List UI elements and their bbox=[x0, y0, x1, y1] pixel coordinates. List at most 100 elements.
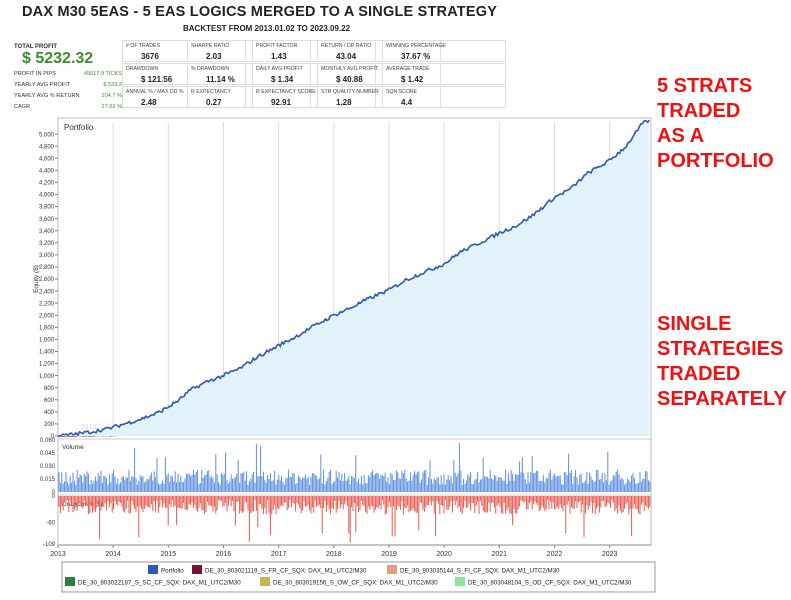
y-tick-label: 3,200 bbox=[39, 241, 55, 247]
stat-cell: R EXPECTANCY 0.27 bbox=[187, 86, 311, 108]
stat-label: SQN SCORE bbox=[386, 89, 418, 95]
stat-cell: SHARPE RATIO 2.03 bbox=[187, 40, 311, 62]
stat-label: PROFIT FACTOR bbox=[256, 43, 298, 49]
legend-entry: DE_30_803022187_S_SC_CF_SQX: DAX_M1_UTC2… bbox=[78, 580, 241, 587]
stat-value: $ 1.42 bbox=[401, 75, 424, 84]
legend-box bbox=[61, 561, 656, 593]
x-tick-label: 2023 bbox=[602, 551, 618, 558]
stat-value: 2.48 bbox=[141, 98, 157, 107]
summary-row-label: PROFIT IN PIPS bbox=[14, 71, 56, 77]
stat-cell: STR QUALITY NUMBER 1.28 bbox=[317, 86, 441, 108]
drawdown-bars bbox=[58, 496, 651, 543]
volume-tick-label: 0.015 bbox=[40, 477, 56, 483]
drawdown-tick-label: -109 bbox=[43, 542, 56, 548]
drawdown-label: Drawdown ($) bbox=[62, 501, 102, 508]
stat-label: R EXPECTANCY SCORE bbox=[256, 89, 316, 95]
stat-label: MONTHLY AVG PROFIT bbox=[321, 66, 379, 72]
stat-value: 11.14 % bbox=[206, 75, 235, 84]
stat-value: 2.03 bbox=[206, 52, 222, 61]
total-profit-label: TOTAL PROFIT bbox=[14, 44, 57, 50]
stat-value: 4.4 bbox=[401, 98, 413, 107]
summary-row: YEARLY AVG % RETURN 104.7 % bbox=[14, 93, 122, 99]
x-tick-label: 2014 bbox=[105, 551, 121, 558]
y-tick-label: 4,600 bbox=[39, 156, 55, 162]
page-title: DAX M30 5EAS - 5 EAS LOGICS MERGED TO A … bbox=[22, 4, 498, 20]
x-tick-label: 2016 bbox=[216, 551, 232, 558]
y-tick-label: 3,400 bbox=[39, 229, 55, 235]
volume-tick-label: 0 bbox=[52, 490, 56, 496]
y-tick-label: 1,000 bbox=[39, 374, 55, 380]
stat-value: $ 1.34 bbox=[271, 75, 294, 84]
y-tick-label: 2,200 bbox=[39, 301, 55, 307]
stat-cell: DAILY AVG PROFIT $ 1.34 bbox=[252, 63, 376, 85]
summary-row-label: CAGR bbox=[14, 104, 31, 110]
stat-label: DRAWDOWN bbox=[126, 66, 159, 72]
stat-label: DAILY AVG PROFIT bbox=[256, 66, 303, 72]
x-tick-label: 2022 bbox=[547, 551, 563, 558]
summary-row-value: 104.7 % bbox=[101, 93, 122, 99]
y-tick-label: 1,600 bbox=[39, 338, 55, 344]
volume-tick-label: 0.060 bbox=[40, 438, 56, 444]
stat-label: AVERAGE TRADE bbox=[386, 66, 430, 72]
y-tick-label: 4,000 bbox=[39, 193, 55, 199]
y-tick-label: 2,600 bbox=[39, 277, 55, 283]
stat-label: R EXPECTANCY bbox=[191, 89, 231, 95]
legend-entry: DE_30_803035144_S_FI_CF_SQX: DAX_M1_UTC2… bbox=[400, 568, 560, 575]
y-tick-label: 4,400 bbox=[39, 169, 55, 175]
stat-value: 3676 bbox=[141, 52, 159, 61]
annotation-line: SINGLE bbox=[657, 313, 732, 335]
summary-row: YEARLY AVG PROFIT $ 523.2 bbox=[14, 82, 122, 88]
year-watermark: 2013 bbox=[81, 424, 97, 431]
annotation-line: AS A bbox=[657, 125, 705, 147]
stat-cell: R EXPECTANCY SCORE 92.91 bbox=[252, 86, 376, 108]
stat-cell: AVERAGE TRADE $ 1.42 bbox=[382, 63, 506, 85]
stat-label: STR QUALITY NUMBER bbox=[321, 89, 379, 95]
legend-swatch bbox=[65, 577, 75, 586]
stat-cell: PROFIT FACTOR 1.43 bbox=[252, 40, 376, 62]
stat-value: 1.28 bbox=[336, 98, 352, 107]
summary-row-label: YEARLY AVG PROFIT bbox=[14, 82, 71, 88]
portfolio-area bbox=[58, 120, 650, 436]
annotation-line: 5 STRATS bbox=[657, 75, 753, 97]
stat-label: WINNING PERCENTAGE bbox=[386, 43, 446, 49]
y-axis-label: Equity ($) bbox=[33, 265, 40, 293]
x-tick-label: 2018 bbox=[326, 551, 342, 558]
stat-label: % DRAWDOWN bbox=[191, 66, 230, 72]
stat-value: 1.43 bbox=[271, 52, 287, 61]
y-tick-label: 2,400 bbox=[39, 289, 55, 295]
summary-row-value: $ 523.2 bbox=[103, 82, 122, 88]
stat-value: 43.04 bbox=[336, 52, 357, 61]
y-tick-label: 3,600 bbox=[39, 217, 55, 223]
stat-label: RETURN / DD RATIO bbox=[321, 43, 372, 49]
annotation-line: TRADED bbox=[657, 363, 741, 385]
y-tick-label: 4,200 bbox=[39, 181, 55, 187]
stat-cell: WINNING PERCENTAGE 37.67 % bbox=[382, 40, 506, 62]
stat-cell: ANNUAL % / MAX DD % 2.48 bbox=[122, 86, 246, 108]
legend-swatch bbox=[192, 565, 202, 574]
drawdown-tick-label: 0 bbox=[52, 494, 56, 500]
y-tick-label: 5,000 bbox=[39, 132, 55, 138]
series-line-0 bbox=[58, 119, 650, 437]
y-tick-label: 400 bbox=[44, 410, 55, 416]
annotation-line: SEPARATELY bbox=[657, 388, 787, 410]
y-tick-label: 3,800 bbox=[39, 205, 55, 211]
stat-cell: DRAWDOWN $ 121.56 bbox=[122, 63, 246, 85]
y-tick-label: 800 bbox=[44, 386, 55, 392]
legend-entry: DE_30_803019156_S_OW_CF_SQX: DAX_M1_UTC2… bbox=[273, 580, 438, 587]
stat-value: $ 121.56 bbox=[141, 75, 173, 84]
y-tick-label: 2,800 bbox=[39, 265, 55, 271]
x-tick-label: 2021 bbox=[492, 551, 508, 558]
stat-value: 0.27 bbox=[206, 98, 222, 107]
y-tick-label: 3,000 bbox=[39, 253, 55, 259]
y-tick-label: 1,400 bbox=[39, 350, 55, 356]
stat-value: 92.91 bbox=[271, 98, 292, 107]
y-tick-label: 1,200 bbox=[39, 362, 55, 368]
legend-swatch bbox=[455, 577, 465, 586]
total-profit-value: $ 5232.32 bbox=[22, 50, 94, 67]
legend-entry: DE_30_803048104_S_OD_CF_SQX: DAX_M1_UTC2… bbox=[468, 580, 632, 587]
legend-entry: DE_30_803021119_S_FR_CF_SQX: DAX_M1_UTC2… bbox=[205, 568, 367, 575]
summary-row-value: 27.63 % bbox=[101, 104, 122, 110]
summary-row-label: YEARLY AVG % RETURN bbox=[14, 93, 80, 99]
y-tick-label: 2,000 bbox=[39, 313, 55, 319]
